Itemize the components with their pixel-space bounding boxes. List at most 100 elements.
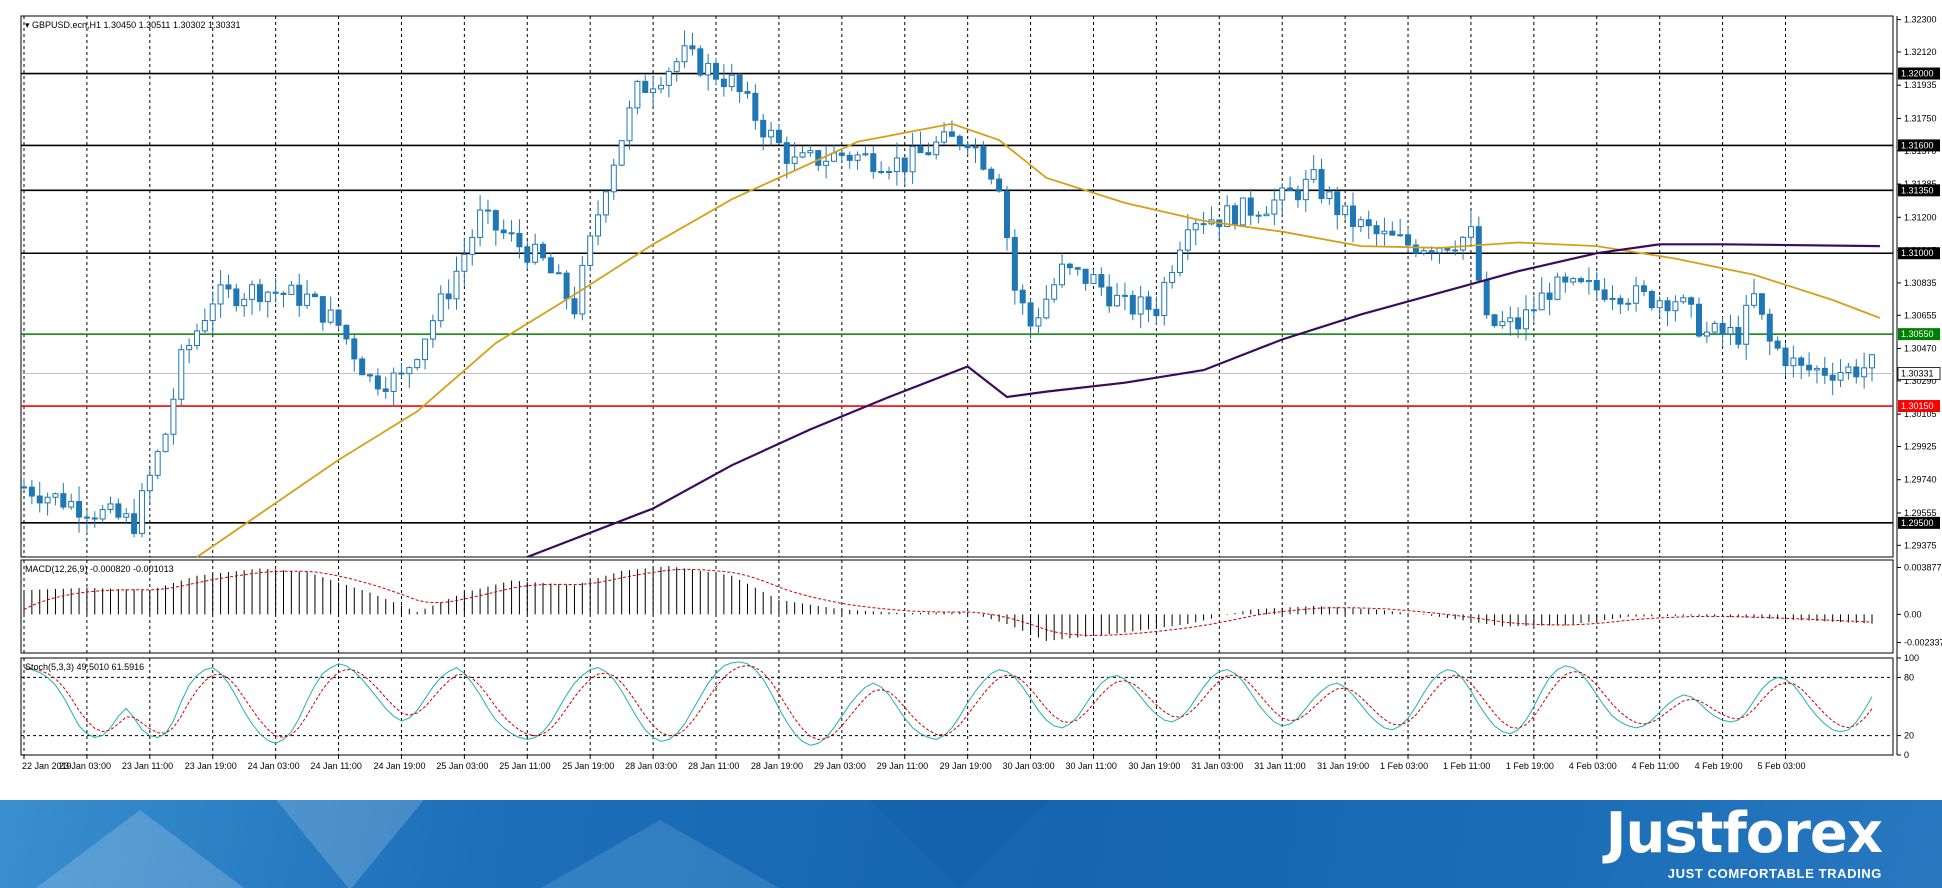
candle-body <box>1719 323 1726 335</box>
candle-body <box>1074 267 1081 270</box>
time-tick-label: 25 Jan 11:00 <box>499 761 550 771</box>
candle-body <box>1554 276 1561 300</box>
candle-body <box>1837 372 1844 381</box>
candle-body <box>429 320 436 340</box>
candle-body <box>665 70 672 86</box>
candle-body <box>445 293 452 300</box>
candle-body <box>815 150 822 166</box>
candle-body <box>492 210 499 231</box>
candle-body <box>532 243 539 263</box>
candle-body <box>516 232 523 248</box>
candle-body <box>256 284 263 303</box>
candle-body <box>1491 314 1498 327</box>
candle-body <box>1145 296 1152 310</box>
candle-body <box>610 164 617 193</box>
candle-body <box>1790 357 1797 367</box>
macd-tick-label: 0.00 <box>1904 609 1922 619</box>
time-tick-label: 29 Jan 03:00 <box>814 761 866 771</box>
candle-body <box>1184 229 1191 251</box>
candle-body <box>760 119 767 138</box>
time-tick-label: 24 Jan 03:00 <box>248 761 300 771</box>
candle-body <box>1082 268 1089 284</box>
time-tick-label: 23 Jan 19:00 <box>185 761 237 771</box>
decor-triangle <box>20 810 260 888</box>
candle-body <box>390 372 397 392</box>
candle-body <box>60 493 67 508</box>
price-tick-label: 1.30655 <box>1904 310 1937 320</box>
candle-body <box>1688 297 1695 305</box>
price-tick-label: 1.31200 <box>1904 212 1937 222</box>
candle-body <box>1397 234 1404 237</box>
candle-body <box>1121 294 1128 297</box>
candle-body <box>768 129 775 138</box>
candle-body <box>1703 331 1710 337</box>
candle-body <box>453 270 460 300</box>
macd-title: MACD(12,26,9) -0.000820 -0.001013 <box>25 564 174 574</box>
candle-body <box>744 91 751 94</box>
brand-logo: Justforex JUST COMFORTABLE TRADING <box>1606 804 1883 882</box>
candle-body <box>1593 280 1600 291</box>
candle-body <box>233 288 240 307</box>
candle-body <box>1680 297 1687 303</box>
candle-body <box>1232 205 1239 226</box>
candle-body <box>1176 249 1183 274</box>
time-tick-label: 25 Jan 19:00 <box>562 761 614 771</box>
candle-body <box>909 145 916 173</box>
candle-body <box>1617 297 1624 305</box>
stoch-main-line <box>23 661 1873 746</box>
candle-body <box>1405 234 1412 246</box>
candle-body <box>571 298 578 315</box>
candle-body <box>775 129 782 144</box>
candle-body <box>1302 178 1309 201</box>
ma-slow-line <box>526 243 1880 559</box>
candle-body <box>351 338 358 360</box>
candle-body <box>524 246 531 263</box>
price-tick-label: 1.29555 <box>1904 508 1937 518</box>
candle-body <box>1318 169 1325 200</box>
candle-body <box>1515 317 1522 330</box>
candle-body <box>477 209 484 238</box>
candle-body <box>1200 223 1207 226</box>
candle-body <box>893 157 900 172</box>
price-tick-label: 1.32300 <box>1904 15 1937 25</box>
candle-body <box>1530 309 1537 312</box>
price-tick-label: 1.30105 <box>1904 409 1937 419</box>
candle-body <box>44 496 51 504</box>
price-tick-label: 1.31935 <box>1904 80 1937 90</box>
candle-body <box>1326 191 1333 200</box>
candle-body <box>681 45 688 63</box>
candle-body <box>91 517 98 520</box>
candle-body <box>1334 191 1341 216</box>
candle-body <box>1483 279 1490 316</box>
time-tick-label: 24 Jan 11:00 <box>311 761 362 771</box>
candle-body <box>713 62 720 80</box>
chart-title: ▾ GBPUSD.ecn,H1 1.30450 1.30511 1.30302 … <box>25 20 241 30</box>
level-label: 1.31000 <box>1901 248 1934 258</box>
candle-body <box>327 309 334 323</box>
candle-body <box>933 141 940 156</box>
macd-signal-line <box>23 568 1873 636</box>
candle-body <box>886 170 893 174</box>
candle-body <box>1357 219 1364 227</box>
candle-body <box>36 495 43 504</box>
candle-body <box>1711 323 1718 333</box>
current-price-tag <box>1897 367 1941 380</box>
candle-body <box>1239 197 1246 226</box>
time-tick-label: 1 Feb 11:00 <box>1443 761 1490 771</box>
candle-body <box>1798 357 1805 366</box>
candle-body <box>146 474 153 492</box>
candle-body <box>1861 367 1868 378</box>
candle-body <box>602 191 609 216</box>
price-tick-label: 1.30290 <box>1904 376 1937 386</box>
time-tick-label: 23 Jan 11:00 <box>122 761 173 771</box>
price-tick-label: 1.32120 <box>1904 47 1937 57</box>
candle-body <box>1460 236 1467 251</box>
price-tick-label: 1.30835 <box>1904 278 1937 288</box>
candle-body <box>68 501 75 508</box>
candle-body <box>1106 286 1113 307</box>
candle-body <box>1137 296 1144 315</box>
candle-body <box>1695 303 1702 337</box>
candle-body <box>807 150 814 154</box>
candle-body <box>1743 304 1750 345</box>
